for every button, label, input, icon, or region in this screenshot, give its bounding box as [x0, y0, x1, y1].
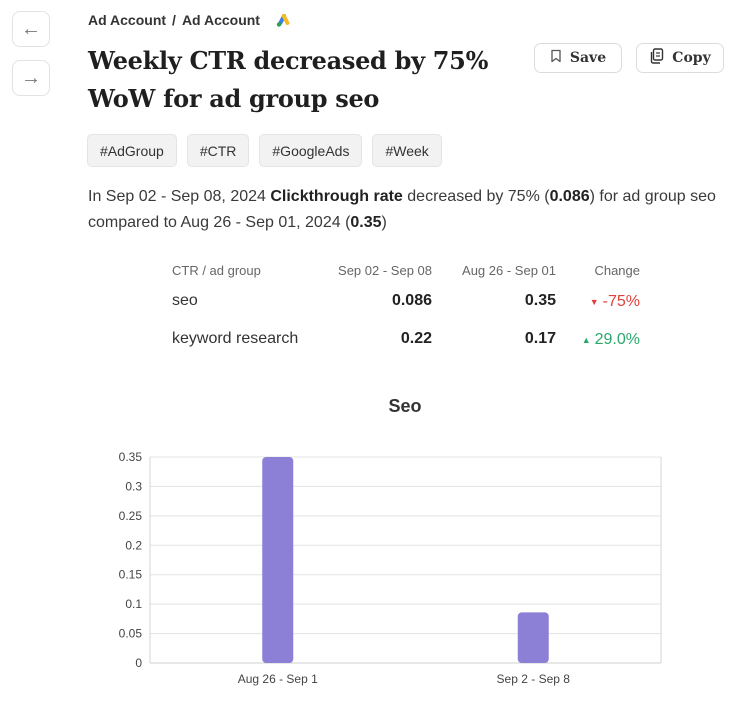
y-tick-label: 0.15 [119, 568, 143, 582]
row-current: 0.086 [391, 292, 432, 309]
table-row: keyword research 0.22 0.17 ▲ 29.0% [172, 320, 652, 358]
column-header: Sep 02 - Sep 08 [338, 262, 432, 278]
tag-list: #AdGroup #CTR #GoogleAds #Week [87, 134, 442, 167]
summary-previous-value: 0.35 [350, 214, 382, 231]
tag[interactable]: #AdGroup [87, 134, 177, 167]
copy-label: Copy [672, 50, 711, 66]
summary-text: decreased by 75% ( [402, 188, 550, 205]
y-tick-label: 0.35 [119, 450, 143, 464]
y-tick-label: 0.25 [119, 509, 143, 523]
row-name: seo [172, 292, 198, 309]
breadcrumb-item[interactable]: Ad Account [88, 12, 167, 28]
insight-summary: In Sep 02 - Sep 08, 2024 Clickthrough ra… [88, 184, 728, 236]
tag[interactable]: #Week [372, 134, 442, 167]
summary-text: ) for ad group seo compared to Aug 26 - … [88, 188, 716, 231]
comparison-table: CTR / ad group Sep 02 - Sep 08 Aug 26 - … [172, 258, 652, 358]
tag[interactable]: #GoogleAds [259, 134, 363, 167]
breadcrumb-item[interactable]: Ad Account [181, 12, 260, 28]
save-button[interactable]: Save [534, 43, 622, 73]
back-button[interactable]: ← [12, 11, 50, 47]
y-tick-label: 0.05 [119, 627, 143, 641]
arrow-right-icon: → [21, 66, 41, 89]
breadcrumb: Ad Account / Ad Account [88, 12, 290, 28]
column-header: CTR / ad group [172, 262, 261, 278]
y-tick-label: 0.2 [125, 538, 142, 552]
bookmark-icon [550, 49, 562, 67]
change-value: 29.0% [594, 330, 640, 348]
y-tick-label: 0.3 [125, 479, 142, 493]
forward-button[interactable]: → [12, 60, 50, 96]
column-header: Change [594, 262, 640, 278]
chart-title: Seo [388, 396, 422, 416]
x-tick-label: Sep 2 - Sep 8 [497, 672, 571, 686]
summary-current-value: 0.086 [549, 188, 590, 205]
summary-text: In Sep 02 - Sep 08, 2024 [88, 188, 271, 205]
breadcrumb-separator: / [172, 12, 176, 28]
y-tick-label: 0 [135, 656, 142, 670]
row-current: 0.22 [400, 330, 432, 347]
table-row: seo 0.086 0.35 ▼ -75% [172, 282, 652, 320]
bar-chart: 0 0.05 0.1 0.15 0.2 0.25 0.3 0.35 Aug 26 - Sep 1… [119, 450, 662, 686]
triangle-down-icon: ▼ [589, 296, 599, 307]
change-badge: ▼ -75% [590, 293, 640, 311]
column-header: Aug 26 - Sep 01 [462, 262, 556, 278]
page-title: Weekly CTR decreased by 75% WoW for ad g… [88, 46, 489, 113]
change-value: -75% [602, 292, 640, 310]
change-badge: ▲ 29.0% [582, 331, 640, 349]
arrow-left-icon: ← [21, 17, 41, 40]
summary-text: ) [381, 214, 387, 231]
tag[interactable]: #CTR [186, 134, 250, 167]
triangle-up-icon: ▲ [581, 334, 591, 345]
bar [262, 457, 294, 663]
row-previous: 0.17 [524, 330, 556, 347]
copy-button[interactable]: Copy [636, 43, 724, 73]
row-name: keyword research [172, 330, 299, 347]
google-ads-icon [276, 13, 290, 27]
save-label: Save [569, 50, 607, 66]
bar [517, 612, 549, 663]
table-header: CTR / ad group Sep 02 - Sep 08 Aug 26 - … [172, 258, 652, 282]
copy-icon [649, 48, 664, 68]
summary-metric: Clickthrough rate [270, 188, 403, 205]
x-tick-label: Aug 26 - Sep 1 [238, 672, 318, 686]
row-previous: 0.35 [524, 292, 556, 309]
y-tick-label: 0.1 [125, 597, 142, 611]
